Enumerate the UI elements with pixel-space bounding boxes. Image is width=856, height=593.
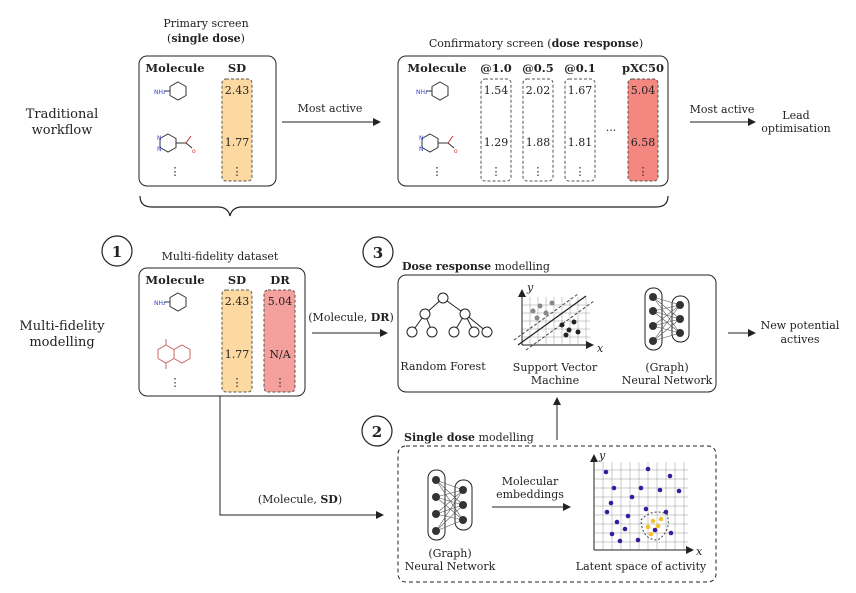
conf-r2-c1: 1.29: [484, 136, 509, 149]
primary-sd-ellipsis: ⋮: [232, 165, 243, 178]
conf-r1-c4: 5.04: [631, 84, 656, 97]
primary-sd-column: [221, 78, 253, 182]
dataset-sd-ell: ⋮: [232, 376, 243, 389]
svm-label-line1: Support Vector: [513, 361, 598, 374]
arrow-dr-label: (Molecule, DR): [308, 311, 393, 324]
dataset-mol-ell: ⋮: [170, 376, 181, 389]
primary-col-molecule: Molecule: [145, 61, 204, 75]
dataset-col-sd: SD: [228, 273, 246, 287]
lead-label-line1: Lead: [782, 109, 809, 122]
random-forest-icon: [406, 292, 493, 338]
conf-ell-1: ⋮: [491, 165, 502, 178]
conf-r1-c2: 2.02: [526, 84, 551, 97]
most-active-label-2: Most active: [690, 103, 755, 116]
conf-col-0-1-box: [564, 78, 596, 182]
primary-mol-ellipsis: ⋮: [170, 165, 181, 178]
arrow-dataset-to-sd: [219, 396, 384, 519]
conf-ell-2: ⋮: [533, 165, 544, 178]
conf-mol-ell: ⋮: [432, 165, 443, 178]
confirmatory-col-0-5: @0.5: [522, 61, 554, 75]
dr-modelling-box: [397, 274, 717, 393]
dataset-molecule-naphthoquinone-icon: [157, 338, 191, 370]
conf-ell-4: ⋮: [638, 165, 649, 178]
multi-label-line2: modelling: [29, 335, 94, 350]
conf-ell-3: ⋮: [575, 165, 586, 178]
dr-nn-label-line2: Neural Network: [622, 374, 713, 387]
dataset-molecule-aniline-icon: [153, 292, 187, 312]
dr-modelling-title: Dose response modelling: [402, 260, 550, 273]
conf-r2-c3: 1.81: [568, 136, 593, 149]
sd-modelling-title: Single dose modelling: [404, 431, 534, 444]
step-2-badge: [361, 415, 393, 447]
arrow-sd-label: (Molecule, SD): [258, 493, 342, 506]
confirmatory-col-0-1: @0.1: [564, 61, 596, 75]
conf-r2-c2: 1.88: [526, 136, 551, 149]
most-active-label-1: Most active: [298, 102, 363, 115]
lead-label-line2: optimisation: [761, 122, 830, 135]
dataset-sd-2: 1.77: [225, 348, 250, 361]
conf-col-0-5-box: [522, 78, 554, 182]
dr-neural-network-icon: [644, 287, 690, 351]
conf-molecule-aniline-icon: [415, 81, 449, 101]
primary-sd-value-2: 1.77: [225, 136, 250, 149]
traditional-label-line1: Traditional: [26, 107, 99, 122]
svm-label-line2: Machine: [531, 374, 579, 387]
molecule-aniline-icon: [153, 81, 187, 101]
step-1-badge: [101, 235, 133, 267]
conf-dots: ...: [606, 121, 617, 134]
dataset-col-dr: DR: [270, 273, 290, 287]
primary-screen-subtitle: (single dose): [167, 32, 245, 45]
confirmatory-screen-box: [397, 55, 669, 187]
dataset-dr-1: 5.04: [268, 295, 293, 308]
conf-molecule-pyrimidine-icon: [418, 133, 459, 156]
embeddings-label-line1: Molecular: [502, 475, 559, 488]
dataset-dr-2: N/A: [269, 348, 291, 361]
primary-screen-box: [138, 55, 277, 187]
confirmatory-col-pxc50: pXC50: [622, 61, 664, 75]
actives-label-line2: actives: [780, 333, 819, 346]
confirmatory-col-molecule: Molecule: [407, 61, 466, 75]
actives-label-line1: New potential: [761, 319, 840, 332]
latent-axis-x: x: [696, 545, 703, 558]
latent-axis-y: y: [598, 449, 606, 462]
rf-label: Random Forest: [400, 360, 486, 373]
workflow-brace: [139, 195, 669, 217]
confirmatory-screen-title: Confirmatory screen (dose response): [429, 37, 643, 50]
step-3-number: 3: [373, 244, 383, 262]
dataset-col-molecule: Molecule: [145, 273, 204, 287]
step-3-badge: [362, 236, 394, 268]
confirmatory-col-1-0: @1.0: [480, 61, 512, 75]
latent-space-plot: [590, 454, 694, 554]
primary-sd-value-1: 2.43: [225, 84, 250, 97]
conf-col-1-0-box: [480, 78, 512, 182]
step-1-number: 1: [112, 243, 122, 261]
svm-axis-x: x: [597, 342, 604, 355]
conf-r1-c1: 1.54: [484, 84, 509, 97]
multi-label-line1: Multi-fidelity: [19, 319, 105, 334]
conf-r2-c4: 6.58: [631, 136, 656, 149]
sd-nn-label-line1: (Graph): [428, 547, 471, 560]
svm-axis-y: y: [526, 281, 534, 294]
dr-nn-label-line1: (Graph): [645, 361, 688, 374]
primary-screen-title: Primary screen: [163, 17, 248, 30]
sd-neural-network-icon: [427, 469, 473, 541]
sd-modelling-box: [397, 445, 717, 583]
dataset-dr-column: [263, 289, 296, 393]
molecule-pyrimidine-icon: [156, 133, 197, 156]
primary-col-sd: SD: [228, 61, 246, 75]
conf-col-pxc50-box: [627, 78, 659, 182]
embeddings-label-line2: embeddings: [496, 488, 564, 501]
dataset-sd-column: [221, 289, 253, 393]
dataset-sd-1: 2.43: [225, 295, 250, 308]
dataset-dr-ell: ⋮: [275, 376, 286, 389]
sd-nn-label-line2: Neural Network: [405, 560, 496, 573]
svm-plot-icon: [513, 289, 595, 351]
dataset-title: Multi-fidelity dataset: [162, 250, 279, 263]
dataset-box: [138, 267, 306, 397]
conf-r1-c3: 1.67: [568, 84, 593, 97]
latent-label: Latent space of activity: [576, 560, 707, 573]
step-2-number: 2: [372, 423, 382, 441]
traditional-label-line2: workflow: [32, 123, 93, 138]
